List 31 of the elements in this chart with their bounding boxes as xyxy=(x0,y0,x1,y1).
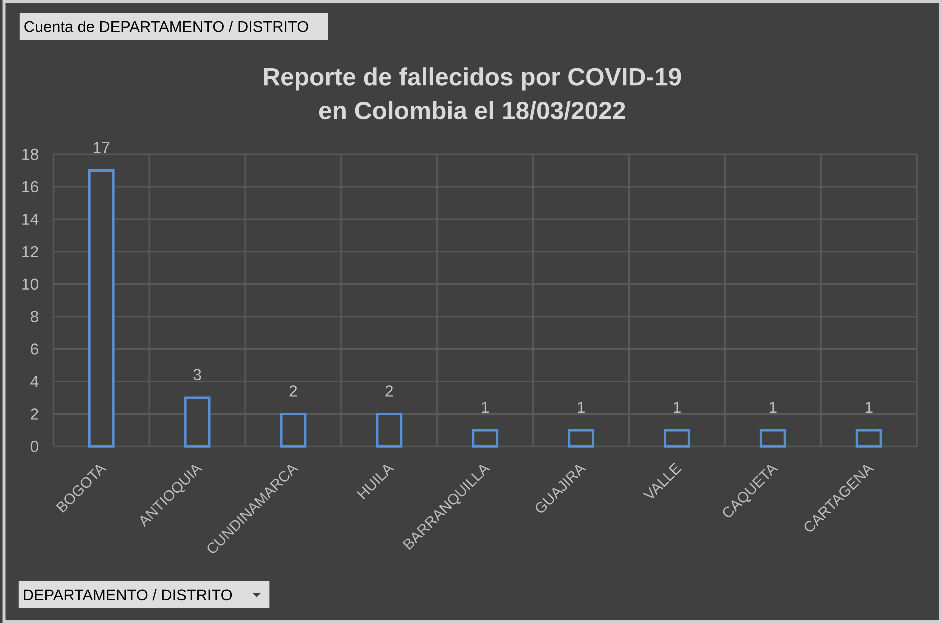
chart-title: Reporte de fallecidos por COVID-19 en Colombia el 18/03/2022 xyxy=(264,68,682,120)
y-tick-label: 14 xyxy=(22,214,39,225)
y-tick-label: 16 xyxy=(22,181,38,193)
y-tick-label: 12 xyxy=(22,246,38,258)
text: DEPARTAMENTO / DISTRITO xyxy=(24,589,232,601)
data-label: 3 xyxy=(194,369,202,380)
bar xyxy=(568,429,594,448)
y-tick-label: 6 xyxy=(31,344,38,355)
bar xyxy=(472,429,499,448)
bar xyxy=(88,169,115,448)
data-label: 1 xyxy=(578,402,585,413)
y-tick-label: 4 xyxy=(30,376,39,388)
data-label: 17 xyxy=(94,142,110,154)
bar xyxy=(280,412,307,448)
text: Cuenta de DEPARTAMENTO / DISTRITO xyxy=(24,20,308,32)
data-label: 2 xyxy=(290,386,298,397)
bar xyxy=(664,429,690,448)
data-label: 1 xyxy=(770,402,777,413)
data-label: 1 xyxy=(482,402,489,413)
bar xyxy=(856,429,882,448)
bar xyxy=(184,396,211,448)
bar xyxy=(376,412,403,448)
y-tick-label: 2 xyxy=(31,408,38,420)
data-label: 1 xyxy=(866,402,873,413)
y-tick-label: 0 xyxy=(30,440,39,452)
data-label: 2 xyxy=(386,386,394,397)
bar xyxy=(760,429,786,448)
y-tick-label: 10 xyxy=(22,278,39,290)
data-label: 1 xyxy=(674,402,681,413)
y-tick-label: 18 xyxy=(22,148,38,160)
y-tick-label: 8 xyxy=(30,311,38,322)
